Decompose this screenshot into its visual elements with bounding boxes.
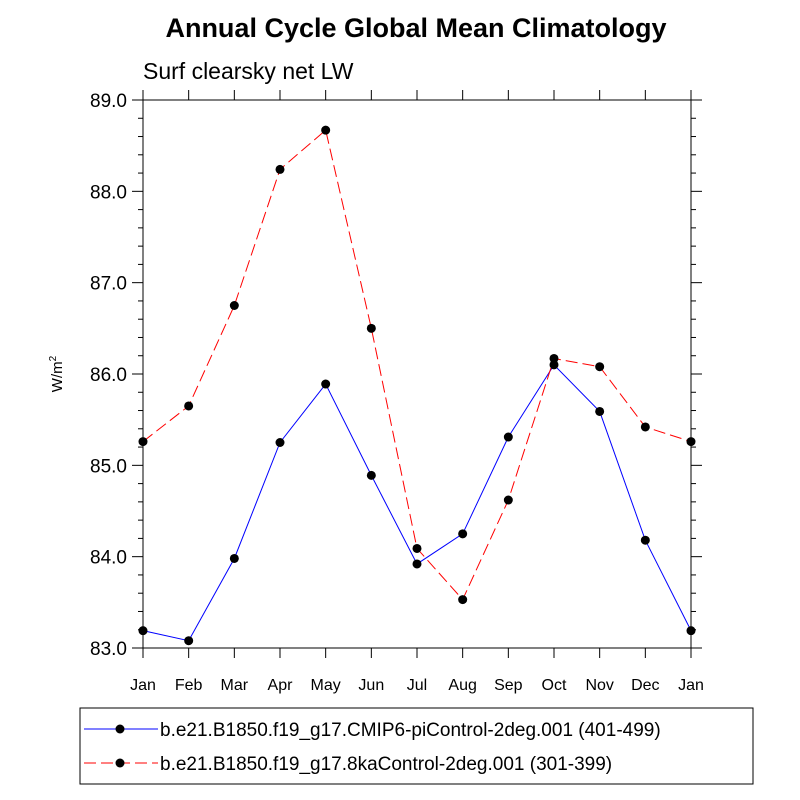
legend: b.e21.B1850.f19_g17.CMIP6-piControl-2deg… xyxy=(79,707,754,785)
series-0-point xyxy=(184,636,194,646)
series-line-0 xyxy=(142,364,692,642)
x-tick-label: Nov xyxy=(585,677,613,694)
series-1-point xyxy=(595,362,605,372)
x-tick-label: Mar xyxy=(221,677,249,694)
y-tick-label: 88.0 xyxy=(90,182,127,203)
y-tick-label: 83.0 xyxy=(90,639,127,660)
legend-label-piControl: b.e21.B1850.f19_g17.CMIP6-piControl-2deg… xyxy=(160,720,661,741)
series-1-point xyxy=(412,543,422,553)
legend-label-8kaControl: b.e21.B1850.f19_g17.8kaControl-2deg.001 … xyxy=(160,754,612,775)
x-tick-label: Aug xyxy=(448,677,476,694)
x-tick-label: Apr xyxy=(268,677,294,694)
series-1-point xyxy=(275,164,285,174)
series-0-point xyxy=(366,470,376,480)
y-tick-label: 89.0 xyxy=(90,91,127,112)
series-0-point xyxy=(503,432,513,442)
legend-marker-piControl xyxy=(115,724,125,734)
series-0-point xyxy=(640,535,650,545)
y-tick-label: 85.0 xyxy=(90,456,127,477)
series-0-point xyxy=(275,438,285,447)
x-tick-label: Jun xyxy=(358,677,384,694)
plot-frame xyxy=(142,99,692,649)
series-1-point xyxy=(229,301,239,310)
legend-box xyxy=(79,707,754,785)
series-1-point xyxy=(549,353,559,363)
chart-title: Annual Cycle Global Mean Climatology xyxy=(165,13,666,43)
series-1-point xyxy=(503,495,513,505)
series-line-1 xyxy=(142,129,692,601)
x-tick-label: Oct xyxy=(542,677,567,694)
series-1-point xyxy=(184,401,194,411)
x-tick-label: Jan xyxy=(130,677,156,694)
series-0-point xyxy=(321,379,331,389)
series-0-point xyxy=(595,406,605,416)
x-tick-label: Jul xyxy=(407,677,427,694)
series-1-point xyxy=(640,422,650,432)
legend-marker-8kaControl xyxy=(115,758,125,768)
series-0-point xyxy=(229,553,239,563)
x-tick-label: Feb xyxy=(175,677,203,694)
series-0-point xyxy=(549,360,559,370)
y-tick-label: 84.0 xyxy=(90,548,127,569)
series-0-point xyxy=(458,529,468,539)
x-tick-label: Dec xyxy=(631,677,659,694)
y-axis-label: W/m2 xyxy=(48,355,66,392)
x-tick-label: Jan xyxy=(678,677,704,694)
x-tick-label: May xyxy=(311,677,341,694)
y-tick-label: 87.0 xyxy=(90,274,127,295)
series-1-point xyxy=(321,125,331,135)
x-tick-label: Sep xyxy=(494,677,523,694)
chart-subtitle: Surf clearsky net LW xyxy=(143,58,354,84)
y-tick-label: 86.0 xyxy=(90,365,127,386)
series-1-point xyxy=(458,595,468,605)
series-1-point xyxy=(366,323,376,333)
series-0-point xyxy=(412,559,422,569)
